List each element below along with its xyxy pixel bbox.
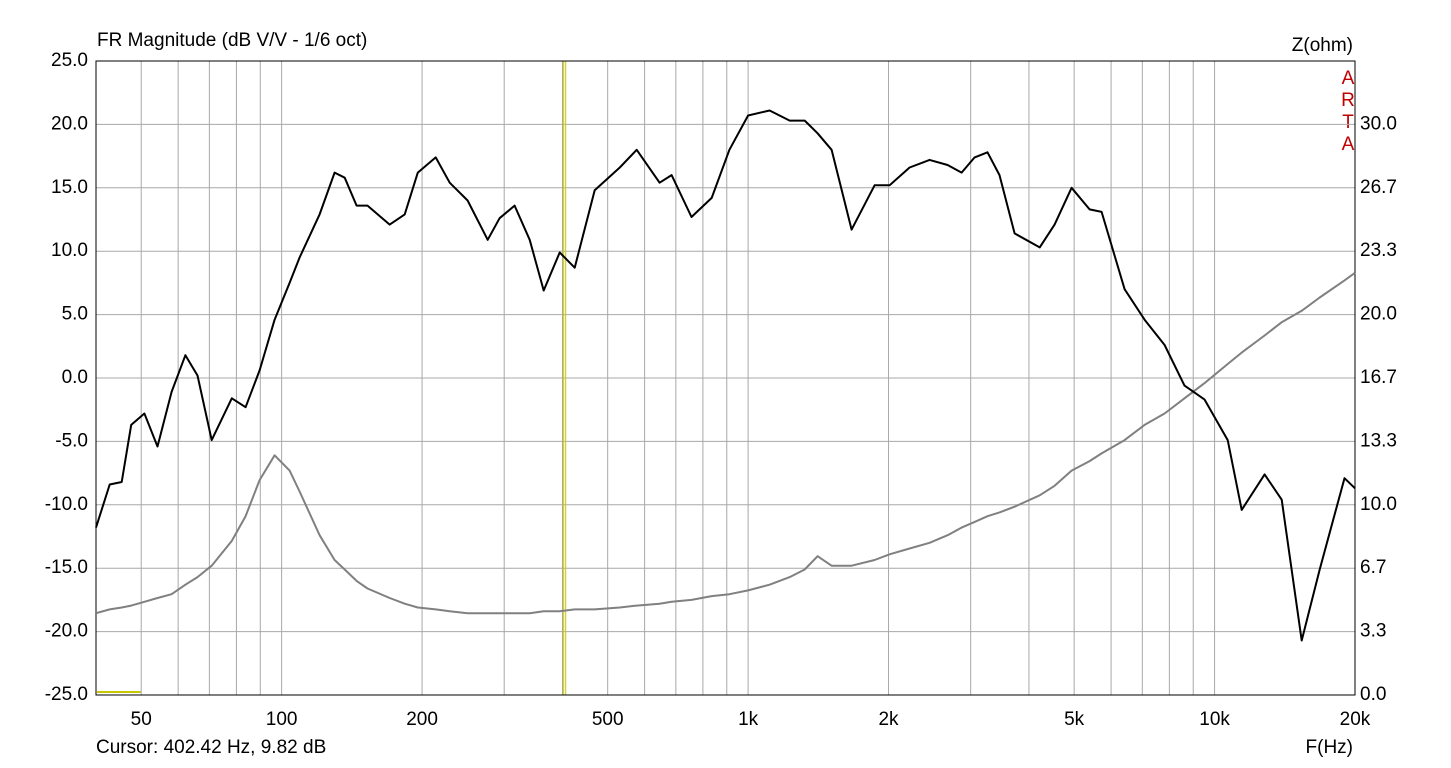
x-tick-label: 20k: [1340, 709, 1371, 730]
cursor-readout: Cursor: 402.42 Hz, 9.82 dB: [96, 737, 326, 758]
y-tick-label: 0.0: [62, 367, 88, 388]
x-tick-label: 10k: [1199, 709, 1230, 730]
y-tick-label: 15.0: [51, 177, 88, 198]
series-line: [95, 109, 1356, 642]
y-tick-label: 10.0: [51, 240, 88, 261]
y2-tick-label: 10.0: [1360, 494, 1397, 515]
y-tick-label: 25.0: [51, 50, 88, 71]
y-tick-label: -5.0: [55, 430, 88, 451]
x-tick-label: 2k: [878, 709, 899, 730]
y-tick-label: -20.0: [45, 621, 88, 642]
y2-tick-label: 16.7: [1360, 367, 1397, 388]
y2-tick-label: 30.0: [1360, 113, 1397, 134]
series-line: [95, 271, 1356, 615]
y-tick-label: 5.0: [62, 304, 88, 325]
y2-axis-label: Z(ohm): [1292, 35, 1353, 56]
y-tick-label: -10.0: [45, 494, 88, 515]
chart-title: FR Magnitude (dB V/V - 1/6 oct): [97, 30, 367, 51]
y2-tick-label: 20.0: [1360, 304, 1397, 325]
x-tick-label: 5k: [1064, 709, 1085, 730]
y2-tick-label: 26.7: [1360, 177, 1397, 198]
y2-tick-label: 3.3: [1360, 621, 1386, 642]
x-tick-label: 50: [131, 709, 152, 730]
x-axis-label: F(Hz): [1306, 737, 1353, 758]
x-tick-label: 200: [406, 709, 438, 730]
x-tick-label: 500: [592, 709, 624, 730]
plot-frame: [95, 60, 1356, 696]
x-tick-label: 100: [266, 709, 298, 730]
y2-tick-label: 6.7: [1360, 557, 1386, 578]
x-tick-label: 1k: [738, 709, 759, 730]
y-tick-label: -25.0: [45, 684, 88, 705]
y-tick-label: -15.0: [45, 557, 88, 578]
y2-tick-label: 13.3: [1360, 430, 1397, 451]
y2-tick-label: 23.3: [1360, 240, 1397, 261]
y-tick-label: 20.0: [51, 113, 88, 134]
watermark: ARTA: [1338, 68, 1359, 156]
y2-tick-label: 0.0: [1360, 684, 1386, 705]
